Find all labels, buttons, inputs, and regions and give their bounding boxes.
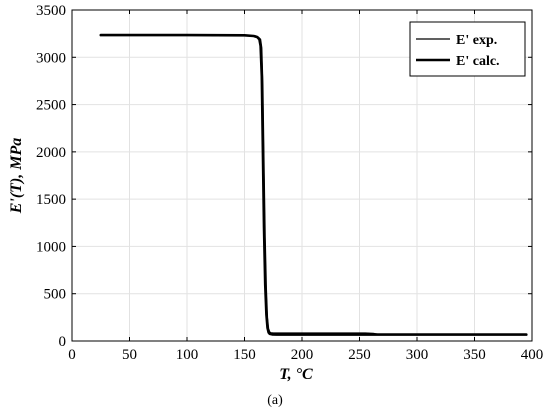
y-tick-label: 500 bbox=[44, 287, 67, 303]
legend: E' exp. E' calc. bbox=[409, 21, 526, 77]
figure-caption: (a) bbox=[267, 393, 283, 408]
plot-frame bbox=[71, 9, 533, 342]
y-axis-label: E'(T), MPa bbox=[8, 138, 25, 215]
series-lines bbox=[99, 33, 528, 336]
x-tick-label: 150 bbox=[233, 347, 256, 363]
y-tick-label: 3000 bbox=[36, 50, 66, 66]
legend-label-exp: E' exp. bbox=[456, 33, 497, 48]
series-calc-line bbox=[99, 33, 528, 336]
x-tick-label: 250 bbox=[348, 347, 371, 363]
x-axis-label-unit: , °C bbox=[287, 366, 313, 383]
series-exp-line bbox=[100, 34, 527, 336]
x-tick-label: 200 bbox=[291, 347, 314, 363]
y-tick-label: 1500 bbox=[36, 192, 66, 208]
x-tick-label: 50 bbox=[122, 347, 137, 363]
y-tick-label: 2500 bbox=[36, 98, 66, 114]
axis-ticks: 0 50 100 150 200 250 300 350 400 0 500 1000 1500 2000… bbox=[36, 3, 543, 363]
x-tick-label: 350 bbox=[463, 347, 486, 363]
y-tick-label: 1000 bbox=[36, 239, 66, 255]
x-tick-label: 0 bbox=[68, 347, 76, 363]
x-tick-label: 100 bbox=[176, 347, 199, 363]
y-tick-label: 0 bbox=[59, 334, 67, 350]
x-tick-label: 300 bbox=[406, 347, 429, 363]
legend-label-calc: E' calc. bbox=[456, 54, 500, 69]
legend-box bbox=[409, 21, 526, 77]
x-axis-label: T, °C bbox=[279, 366, 313, 383]
x-axis-label-main: T bbox=[279, 366, 290, 383]
x-tick-label: 400 bbox=[521, 347, 544, 363]
y-tick-label: 2000 bbox=[36, 145, 66, 161]
y-tick-label: 3500 bbox=[36, 3, 66, 19]
